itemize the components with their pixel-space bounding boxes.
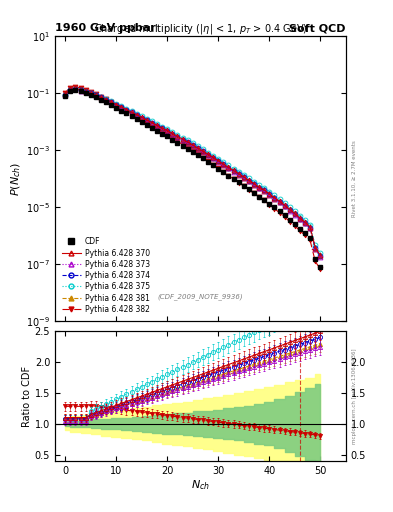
Legend: CDF, Pythia 6.428 370, Pythia 6.428 373, Pythia 6.428 374, Pythia 6.428 375, Pyt: CDF, Pythia 6.428 370, Pythia 6.428 373,… xyxy=(59,234,153,317)
Title: Charged multiplicity ($|\eta|$ < 1, $p_T$ > 0.4 GeV): Charged multiplicity ($|\eta|$ < 1, $p_T… xyxy=(94,22,307,36)
X-axis label: $N_{ch}$: $N_{ch}$ xyxy=(191,478,210,492)
Y-axis label: $P(N_{ch})$: $P(N_{ch})$ xyxy=(10,161,24,196)
Text: (CDF_2009_NOTE_9936): (CDF_2009_NOTE_9936) xyxy=(158,293,243,300)
Text: Rivet 3.1.10, ≥ 2.7M events: Rivet 3.1.10, ≥ 2.7M events xyxy=(352,140,357,217)
Text: 1960 GeV ppbar: 1960 GeV ppbar xyxy=(55,23,156,33)
Y-axis label: Ratio to CDF: Ratio to CDF xyxy=(22,366,32,426)
Text: mcplots.cern.ch [arXiv:1306.3436]: mcplots.cern.ch [arXiv:1306.3436] xyxy=(352,348,357,444)
Text: Soft QCD: Soft QCD xyxy=(289,23,346,33)
